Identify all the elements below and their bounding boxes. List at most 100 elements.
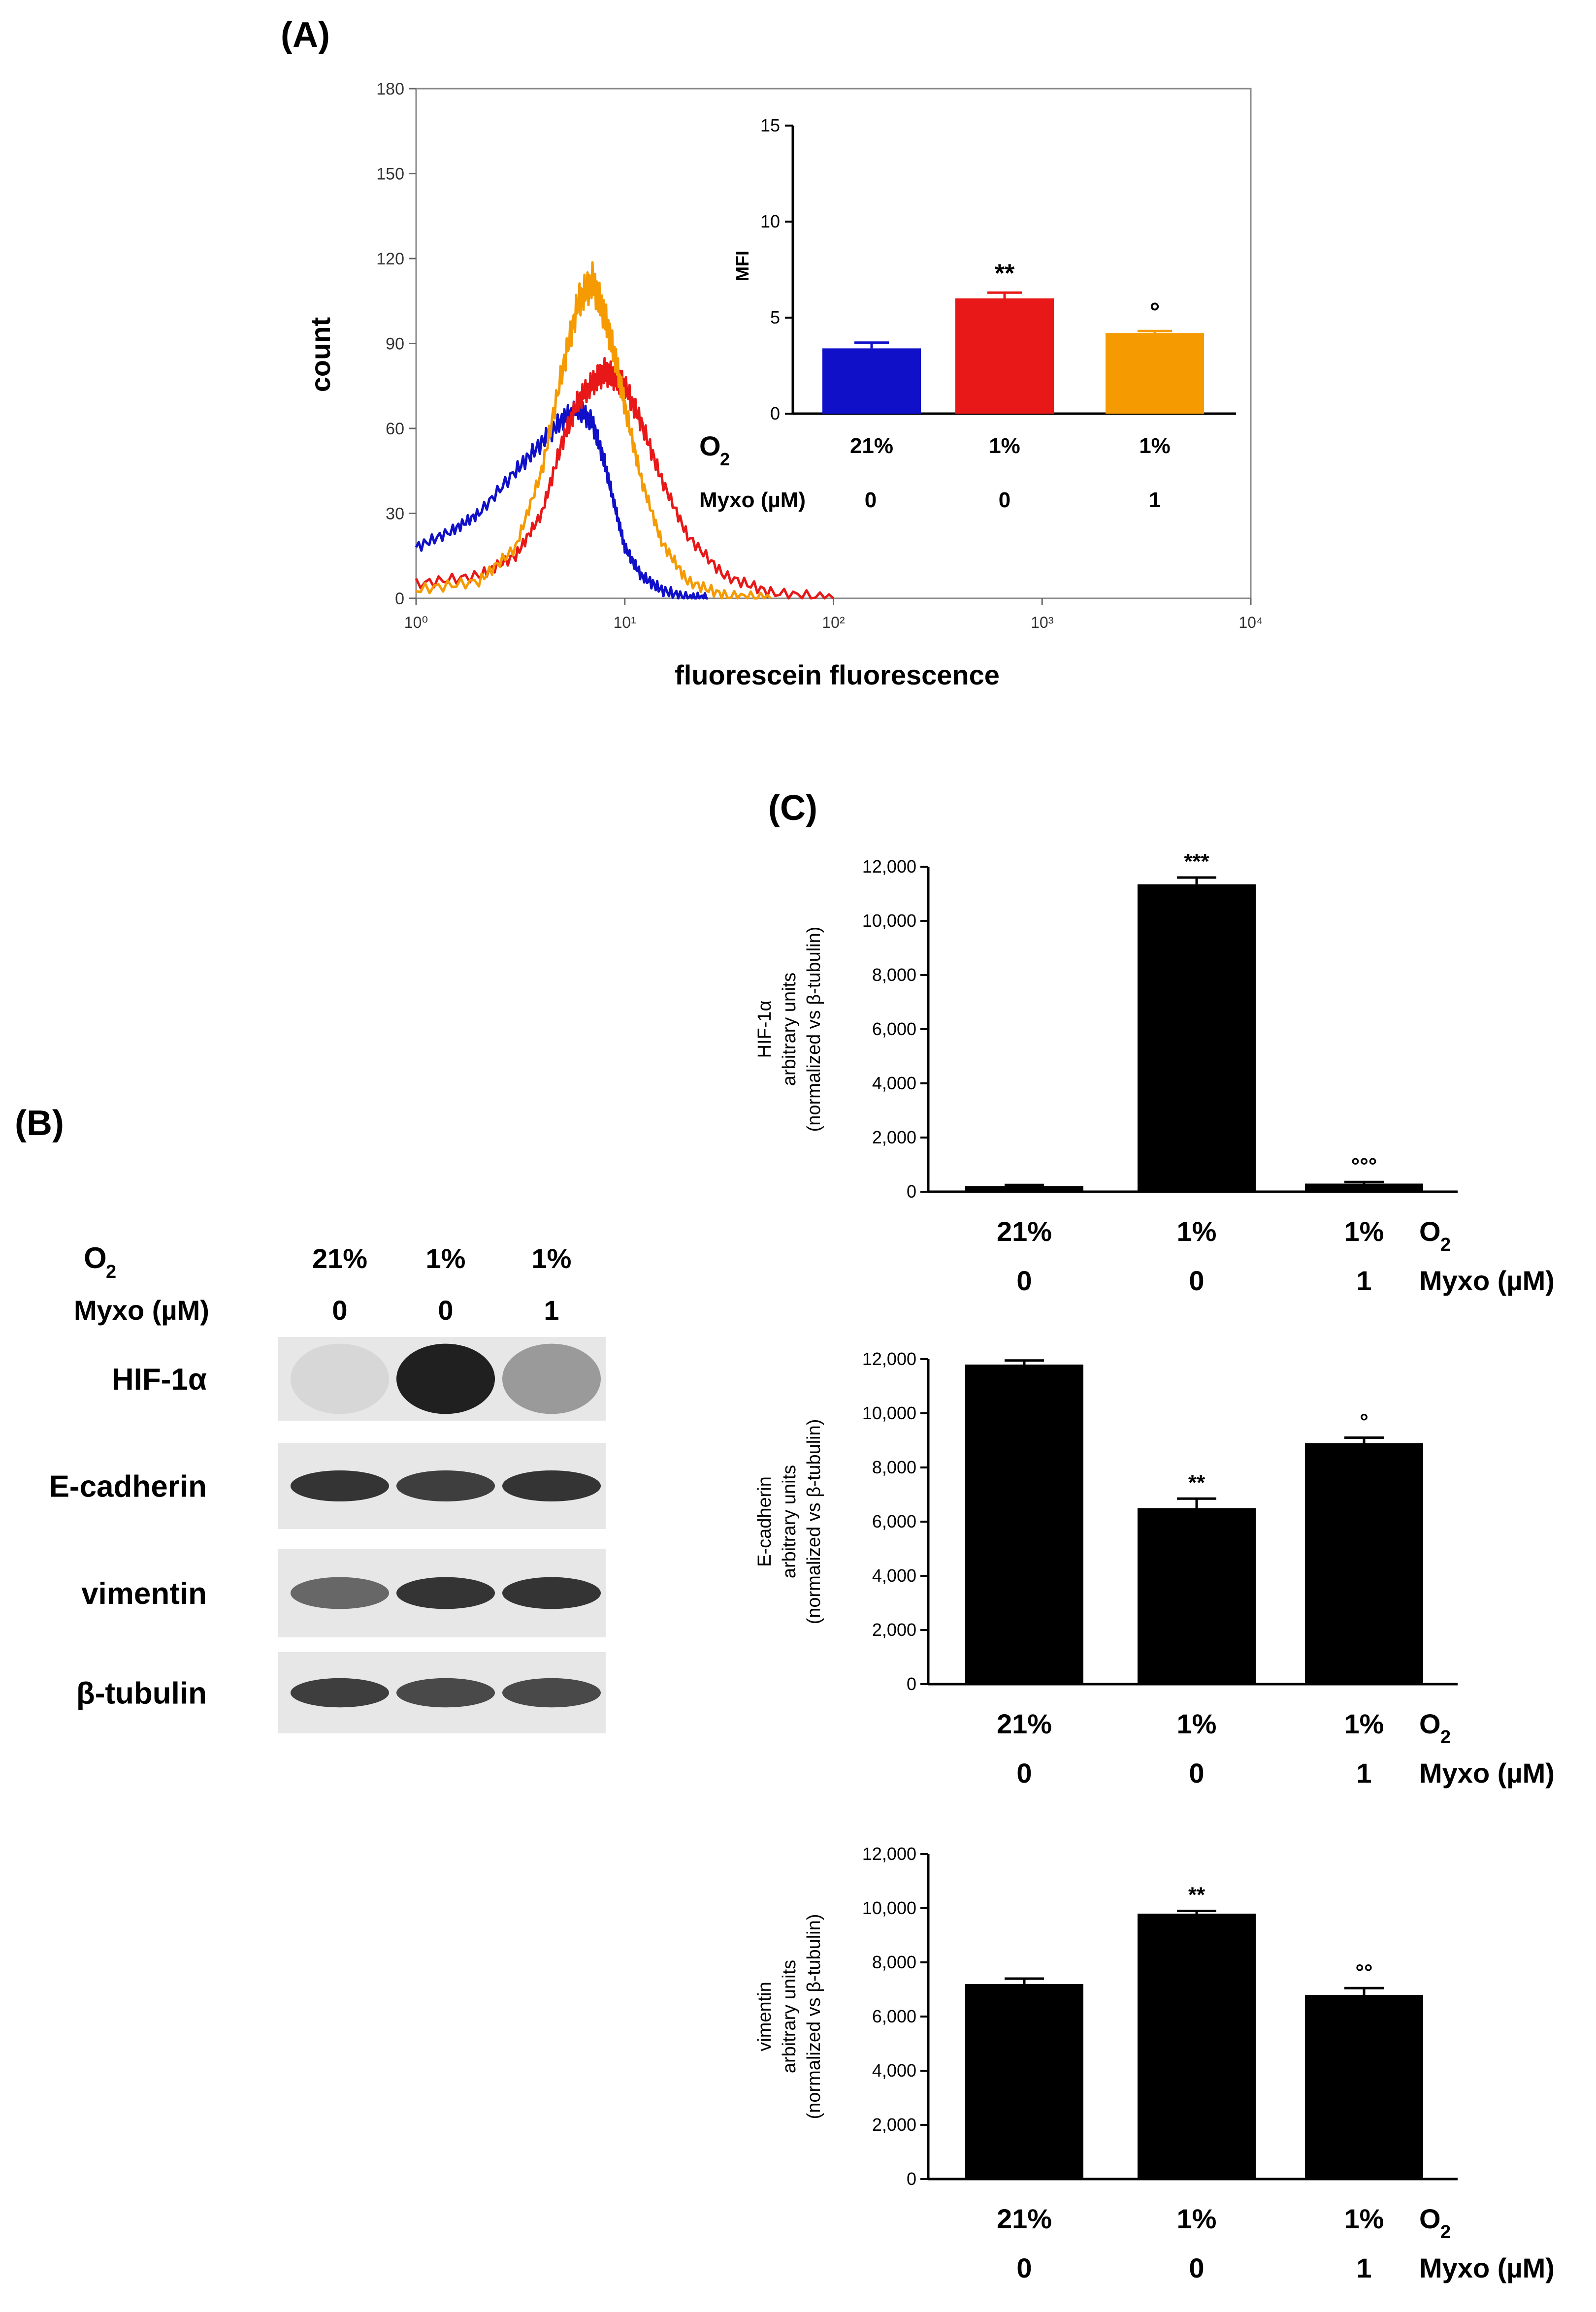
- y-tick-label: 4,000: [872, 1073, 916, 1093]
- myxo-value: 0: [1189, 2252, 1204, 2283]
- y-tick-label: 8,000: [872, 1952, 916, 1972]
- blot-band: [396, 1343, 495, 1414]
- inset-o2-value: 1%: [989, 434, 1020, 458]
- y-axis-label-line: vimentin: [754, 1982, 775, 2051]
- x-tick-label: 10²: [822, 614, 845, 631]
- significance-label: ***: [1184, 849, 1209, 874]
- histogram-series-line: [416, 261, 772, 600]
- blot-o2-value: 1%: [532, 1243, 572, 1274]
- o2-label: O: [1419, 1708, 1441, 1739]
- y-tick-label: 6,000: [872, 1511, 916, 1531]
- inset-significance-label: **: [995, 259, 1015, 288]
- o2-value: 21%: [997, 2203, 1052, 2234]
- y-axis-label: count: [305, 317, 336, 392]
- inset-myxo-value: 0: [999, 488, 1010, 512]
- bar: [1138, 1914, 1256, 2179]
- y-tick-label: 0: [395, 589, 404, 608]
- blot-o2-value: 21%: [312, 1243, 367, 1274]
- blot-myxo-label: Myxo (µM): [74, 1295, 209, 1326]
- o2-value: 1%: [1177, 1216, 1217, 1247]
- o2-label: O: [1419, 2203, 1441, 2234]
- y-axis-label-line: E-cadherin: [754, 1476, 775, 1567]
- y-tick-label: 0: [907, 1181, 916, 1202]
- o2-value: 1%: [1177, 1708, 1217, 1739]
- y-tick-label: 6,000: [872, 2006, 916, 2026]
- bar: [1138, 884, 1256, 1192]
- panel-c-ecadherin-chart: 0 2,000 4,000 6,000 8,000 10,000 12,000 E-cadhe…: [754, 1349, 1555, 1789]
- significance-label: **: [1188, 1470, 1205, 1495]
- histogram-series-line: [415, 357, 835, 600]
- blot-band: [291, 1678, 389, 1708]
- y-tick-label: 60: [386, 420, 404, 438]
- inset-significance-label: °: [1150, 297, 1160, 326]
- x-tick-label: 10⁰: [404, 614, 428, 631]
- y-tick-label: 6,000: [872, 1019, 916, 1039]
- o2-value: 21%: [997, 1216, 1052, 1247]
- y-tick-label: 4,000: [872, 1565, 916, 1586]
- significance-label: °°: [1355, 1960, 1372, 1984]
- blot-row-label: E-cadherin: [49, 1470, 207, 1504]
- o2-value: 1%: [1344, 2203, 1384, 2234]
- myxo-value: 0: [1189, 1758, 1204, 1789]
- y-tick-label: 30: [386, 505, 404, 523]
- y-axis-label-line: HIF-1α: [754, 1001, 775, 1058]
- y-tick-label: 2,000: [872, 1620, 916, 1640]
- o2-subscript: 2: [1440, 2222, 1451, 2243]
- myxo-value: 0: [1016, 1265, 1032, 1296]
- blot-row-label: β-tubulin: [76, 1677, 207, 1711]
- y-tick-label: 4,000: [872, 2060, 916, 2081]
- significance-label: °°°: [1351, 1154, 1377, 1178]
- inset-y-tick-label: 10: [760, 211, 780, 231]
- inset-bar: [1106, 333, 1204, 414]
- blot-band: [396, 1470, 495, 1501]
- bar: [965, 1186, 1083, 1192]
- inset-myxo-label: Myxo (µM): [699, 488, 806, 512]
- inset-o2-subscript: 2: [720, 449, 730, 469]
- blot-myxo-value: 1: [544, 1295, 559, 1326]
- y-axis-label-line: (normalized vs β-tubulin): [804, 1419, 824, 1625]
- y-tick-label: 90: [386, 335, 404, 354]
- inset-bar: [955, 298, 1054, 414]
- inset-y-tick-label: 15: [760, 115, 780, 135]
- y-tick-label: 0: [907, 2169, 916, 2189]
- myxo-value: 1: [1356, 2252, 1371, 2283]
- y-axis-label-line: arbitrary units: [779, 1960, 800, 2073]
- bar: [1305, 1995, 1423, 2179]
- o2-value: 1%: [1344, 1708, 1384, 1739]
- panel-c-hif1a-chart: 0 2,000 4,000 6,000 8,000 10,000 12,000 HIF-1α a…: [754, 849, 1555, 1296]
- y-axis-label-line: arbitrary units: [779, 973, 800, 1086]
- o2-subscript: 2: [1440, 1235, 1451, 1255]
- blot-band: [396, 1678, 495, 1708]
- histogram-series-line: [415, 397, 708, 600]
- panel-label-a: (A): [281, 15, 330, 55]
- blot-band: [291, 1470, 389, 1501]
- inset-y-tick-label: 5: [770, 307, 780, 327]
- y-tick-label: 12,000: [862, 1844, 916, 1864]
- blot-myxo-value: 0: [438, 1295, 453, 1326]
- bar: [1305, 1443, 1423, 1684]
- x-tick-label: 10⁴: [1238, 614, 1263, 631]
- blot-band: [291, 1343, 389, 1414]
- inset-o2-value: 21%: [850, 434, 893, 458]
- y-tick-label: 12,000: [862, 1349, 916, 1369]
- myxo-value: 1: [1356, 1265, 1371, 1296]
- blot-row-label: HIF-1α: [112, 1363, 207, 1397]
- o2-value: 21%: [997, 1708, 1052, 1739]
- blot-o2-subscript: 2: [106, 1262, 116, 1282]
- x-tick-label: 10¹: [614, 614, 636, 631]
- myxo-value: 1: [1356, 1758, 1371, 1789]
- y-tick-label: 10,000: [862, 911, 916, 931]
- bar: [1138, 1508, 1256, 1684]
- x-axis-label: fluorescein fluorescence: [675, 659, 1000, 690]
- myxo-label: Myxo (µM): [1419, 1758, 1555, 1789]
- blot-myxo-value: 0: [332, 1295, 347, 1326]
- inset-o2-value: 1%: [1139, 434, 1171, 458]
- inset-y-axis-label: MFI: [732, 251, 752, 281]
- y-tick-label: 0: [907, 1674, 916, 1694]
- o2-value: 1%: [1177, 2203, 1217, 2234]
- blot-band: [396, 1577, 495, 1609]
- myxo-value: 0: [1016, 2252, 1032, 2283]
- y-axis-label-line: (normalized vs β-tubulin): [804, 1914, 824, 2119]
